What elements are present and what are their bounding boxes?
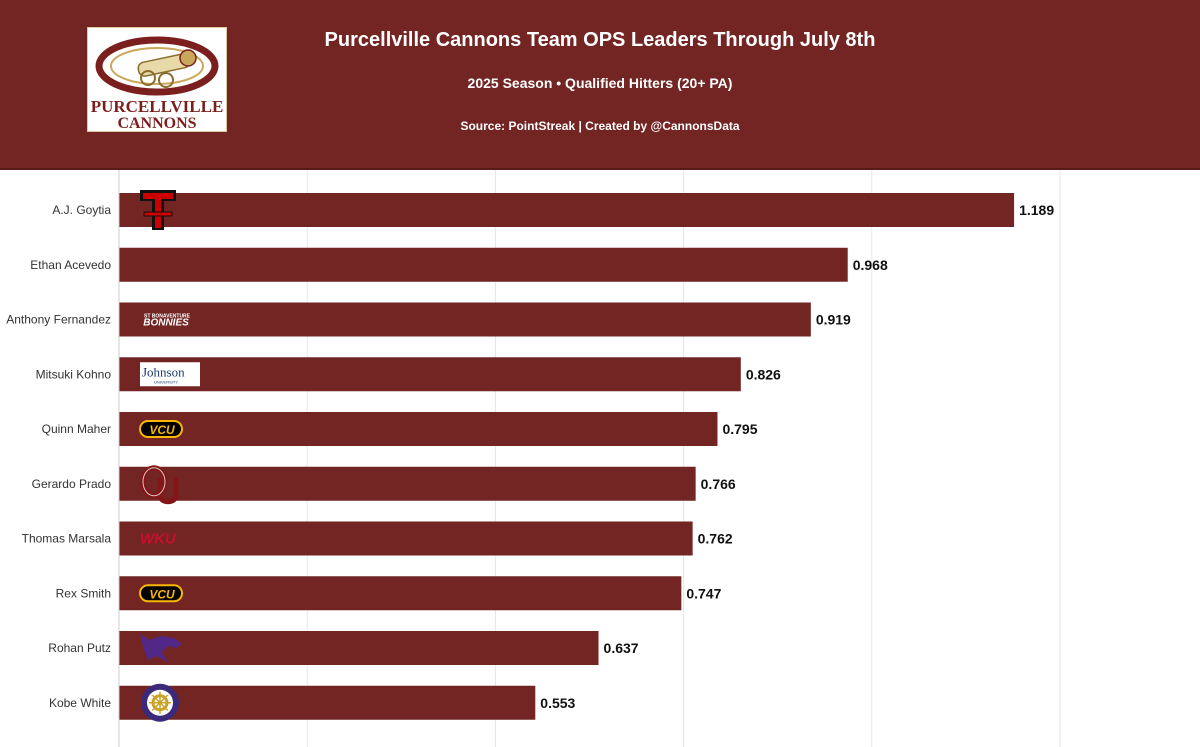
logo-shape	[140, 634, 182, 662]
logo-shape	[139, 420, 183, 438]
value-label: 0.747	[686, 585, 721, 601]
logo-text: VCU	[149, 423, 175, 437]
logo-text-line2: CANNONS	[117, 115, 196, 131]
logo-shape	[157, 477, 179, 505]
logo-text: BONNIES	[143, 318, 189, 329]
chart-title: Purcellville Cannons Team OPS Leaders Th…	[324, 29, 876, 51]
player-label: Rex Smith	[56, 586, 111, 600]
logo-shape	[151, 694, 161, 704]
texas-tech-logo	[140, 190, 176, 230]
logo-shape	[139, 584, 183, 603]
value-label: 0.637	[604, 640, 639, 656]
team-logo: PURCELLVILLE CANNONS	[87, 27, 227, 132]
logo-shape	[143, 211, 173, 217]
oklahoma-logo	[140, 465, 179, 505]
player-label: Anthony Fernandez	[6, 313, 111, 327]
logo-text: Johnson	[142, 364, 185, 379]
bar	[119, 466, 696, 501]
kansas-state-logo	[140, 634, 182, 662]
logo-shape	[159, 702, 169, 712]
player-label: Gerardo Prado	[32, 477, 112, 491]
player-label: Thomas Marsala	[22, 532, 112, 546]
player-label: Rohan Putz	[48, 641, 111, 655]
logo-text: UNIVERSITY	[154, 379, 178, 384]
value-label: 0.553	[540, 695, 575, 711]
logo-text: WKU	[140, 531, 177, 548]
logo-shape	[159, 694, 169, 704]
chart-subtitle: 2025 Season • Qualified Hitters (20+ PA)	[467, 75, 733, 91]
value-label: 0.766	[701, 476, 736, 492]
chart-source: Source: PointStreak | Created by @Cannon…	[460, 119, 740, 133]
vcu-logo: VCU	[139, 420, 183, 438]
value-label: 0.826	[746, 366, 781, 382]
logo-shape	[143, 193, 173, 228]
logo-shape	[140, 362, 200, 387]
wku-logo: WKU	[140, 531, 177, 548]
bar-chart: A.J. Goytia 1.189 Ethan Acevedo 0.968 Anthon…	[6, 170, 1061, 747]
player-label: Ethan Acevedo	[30, 258, 111, 272]
bar	[119, 685, 536, 720]
value-label: 0.919	[816, 312, 851, 328]
player-label: Kobe White	[49, 696, 111, 710]
player-label: Mitsuki Kohno	[36, 367, 112, 381]
vcu-logo: VCU	[139, 584, 183, 603]
logo-text: VCU	[149, 587, 175, 601]
bar	[119, 247, 848, 282]
bar	[119, 521, 693, 556]
value-label: 0.795	[722, 421, 757, 437]
logo-text-line1: PURCELLVILLE	[91, 97, 224, 116]
header-banner: PURCELLVILLE CANNONS Purcellville Cannon…	[0, 0, 1200, 170]
bar	[119, 357, 741, 392]
bar	[119, 193, 1015, 227]
bar	[119, 412, 718, 446]
value-label: 1.189	[1019, 202, 1054, 218]
player-label: Quinn Maher	[42, 422, 111, 436]
lsu-shreveport-logo	[141, 683, 179, 722]
logo-shape	[151, 702, 161, 712]
value-label: 0.762	[698, 531, 733, 547]
logo-shape	[142, 467, 166, 497]
bar	[119, 631, 599, 665]
logo-text: ST BONAVENTURE	[144, 314, 191, 320]
bar	[119, 302, 811, 337]
player-label: A.J. Goytia	[52, 203, 111, 217]
bar	[119, 576, 682, 611]
value-label: 0.968	[853, 257, 888, 273]
